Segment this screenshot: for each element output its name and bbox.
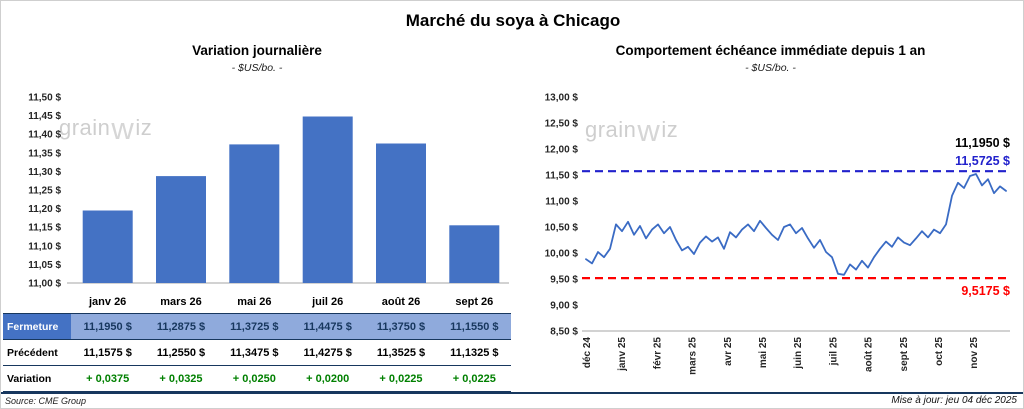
- table-row-close: Fermeture 11,1950 $11,2875 $11,3725 $11,4…: [3, 313, 511, 339]
- bar-chart-title: Variation journalière: [192, 43, 322, 58]
- y-axis-tick-label: 10,00 $: [545, 249, 579, 260]
- bar: [376, 143, 426, 283]
- last-value-label: 11,1950 $: [955, 136, 1010, 150]
- y-axis-tick-label: 12,50 $: [545, 119, 579, 130]
- y-axis-tick-label: 11,05 $: [28, 260, 61, 271]
- category-label: sept 26: [455, 296, 494, 308]
- category-label: juil 26: [312, 296, 344, 308]
- table-row-prev: Précédent 11,1575 $ 11,2550 $ 11,3475 $ 11,4…: [3, 339, 511, 365]
- bar: [82, 210, 133, 283]
- table-cell: 11,1550 $: [437, 314, 511, 339]
- table-cell: 11,4275 $: [303, 346, 352, 359]
- x-axis-month-label: mars 25: [688, 337, 699, 375]
- bar: [302, 116, 353, 283]
- table-cell: 11,3525 $: [376, 346, 426, 359]
- y-axis-tick-label: 8,50 $: [550, 327, 578, 338]
- price-table: janv 26 mars 26 mai 26 juil 26 août 26 sept 2…: [3, 291, 511, 392]
- y-axis-tick-label: 12,00 $: [545, 145, 579, 156]
- table-cell: 11,1950 $: [71, 314, 145, 339]
- y-axis-tick-label: 11,20 $: [28, 204, 61, 215]
- y-axis-tick-label: 9,00 $: [550, 301, 578, 312]
- y-axis-tick-label: 10,50 $: [545, 223, 579, 234]
- x-axis-month-label: oct 25: [934, 337, 945, 366]
- resistance-value-label: 11,5725 $: [955, 154, 1010, 168]
- y-axis-tick-label: 11,50 $: [28, 93, 61, 104]
- bar-chart-subtitle: - $US/bo. -: [231, 62, 283, 74]
- row-label: Précédent: [7, 346, 58, 359]
- x-axis-month-label: juil 25: [828, 337, 839, 367]
- table-cell: 11,3750 $: [364, 314, 438, 339]
- x-axis-month-label: sept 25: [899, 337, 910, 372]
- table-cell: 11,3725 $: [217, 314, 291, 339]
- x-axis-month-label: déc 24: [582, 337, 593, 369]
- table-cell: + 0,0225: [452, 372, 496, 385]
- y-axis-tick-label: 11,45 $: [28, 111, 61, 122]
- x-axis-month-label: juin 25: [793, 337, 804, 370]
- table-cell: 11,3475 $: [230, 346, 279, 359]
- table-cell: 11,1325 $: [450, 346, 499, 359]
- x-axis-month-label: nov 25: [969, 337, 980, 369]
- table-cell: 11,1575 $: [83, 346, 132, 359]
- bar: [229, 144, 280, 283]
- bar: [449, 225, 500, 283]
- y-axis-tick-label: 11,10 $: [28, 241, 61, 252]
- x-axis-month-label: févr 25: [652, 337, 663, 370]
- support-value-label: 9,5175 $: [961, 284, 1010, 298]
- table-cell: + 0,0200: [306, 372, 350, 385]
- x-axis-month-label: mai 25: [758, 337, 769, 369]
- y-axis-tick-label: 11,30 $: [28, 167, 61, 178]
- y-axis-tick-label: 11,50 $: [545, 171, 578, 182]
- table-cell: 11,2550 $: [156, 346, 206, 359]
- y-axis-tick-label: 11,15 $: [28, 223, 61, 234]
- y-axis-tick-label: 11,25 $: [28, 186, 61, 197]
- page-title: Marché du soya à Chicago: [405, 11, 621, 30]
- front-month-line-chart: 13,00 $ 12,50 $ 12,00 $ 11,50 $ 11,00 $ 10,50…: [545, 93, 1010, 375]
- table-cell: + 0,0375: [86, 372, 130, 385]
- category-label: août 26: [381, 296, 421, 308]
- x-axis-month-label: janv 25: [617, 337, 628, 372]
- category-label-row: janv 26 mars 26 mai 26 juil 26 août 26 sept 2…: [3, 291, 511, 313]
- category-label: mai 26: [237, 296, 272, 308]
- updated-note: Mise à jour: jeu 04 déc 2025: [891, 395, 1017, 406]
- y-axis-tick-label: 11,00 $: [545, 197, 578, 208]
- table-rows: Fermeture 11,1950 $11,2875 $11,3725 $11,4…: [3, 313, 511, 392]
- source-note: Source: CME Group: [5, 396, 87, 406]
- x-axis-month-label: avr 25: [723, 337, 734, 366]
- bar: [156, 176, 206, 283]
- y-axis-tick-label: 11,35 $: [28, 148, 61, 159]
- y-axis-tick-label: 13,00 $: [545, 93, 579, 104]
- y-axis-tick-label: 9,50 $: [550, 275, 578, 286]
- row-label: Fermeture: [3, 314, 71, 339]
- daily-variation-bar-chart: 11,50 $ 11,45 $ 11,40 $ 11,35 $ 11,30 $ 11,25…: [28, 93, 509, 290]
- table-cell: 11,2875 $: [144, 314, 218, 339]
- table-cell: 11,4475 $: [291, 314, 365, 339]
- line-chart-title: Comportement échéance immédiate depuis 1…: [615, 43, 926, 58]
- x-axis-month-label: août 25: [864, 337, 875, 372]
- footer-divider: [1, 392, 1023, 394]
- y-axis-tick-label: 11,40 $: [28, 130, 61, 141]
- table-cell: + 0,0250: [232, 372, 276, 385]
- category-label: mars 26: [160, 296, 202, 308]
- table-cell: + 0,0325: [159, 372, 203, 385]
- row-label: Variation: [7, 372, 52, 385]
- y-axis-tick-label: 11,00 $: [28, 279, 61, 290]
- price-line: [585, 173, 1007, 276]
- table-row-var: Variation + 0,0375 + 0,0325 + 0,0250 + 0,020…: [3, 365, 511, 392]
- line-chart-subtitle: - $US/bo. -: [745, 62, 796, 74]
- table-cell: + 0,0225: [379, 372, 423, 385]
- category-label: janv 26: [89, 296, 127, 308]
